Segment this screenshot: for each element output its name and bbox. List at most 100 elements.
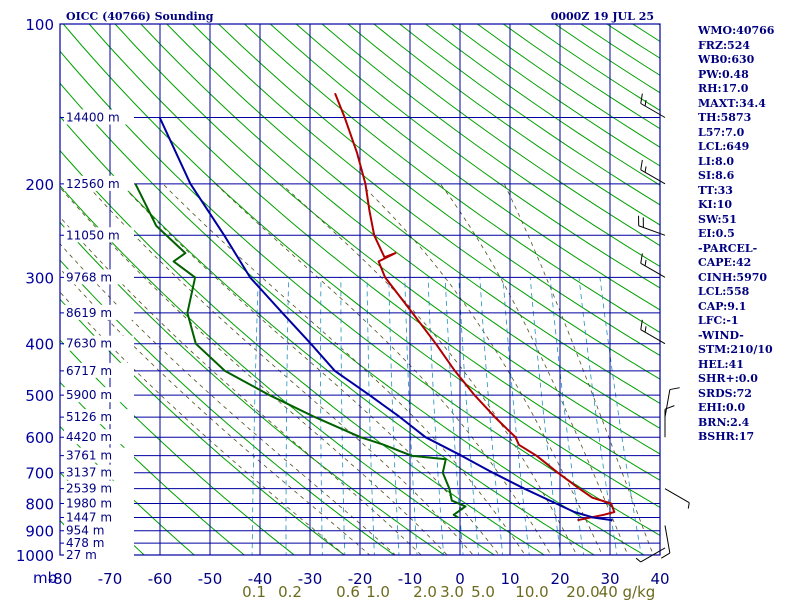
mixing-ratio-label: 2.0	[413, 583, 437, 600]
pressure-tick-label: 700	[25, 465, 54, 483]
pressure-tick-label: 200	[25, 176, 54, 194]
height-label: 478 m	[66, 536, 104, 550]
temperature-tick-label: 0	[455, 570, 465, 588]
sounding-index: PW:0.48	[698, 67, 749, 81]
pressure-tick-label: 600	[25, 429, 54, 447]
mixing-ratio-line	[340, 277, 346, 555]
temperature-tick-label: -30	[298, 570, 323, 588]
mixing-ratio-line	[529, 277, 562, 555]
pressure-tick-label: 900	[25, 523, 54, 541]
height-label-bg	[64, 269, 134, 285]
mixing-ratio-line	[578, 277, 618, 555]
sounding-index: -WIND-	[698, 328, 744, 342]
height-label: 954 m	[66, 524, 104, 538]
dry-adiabat-line	[244, 24, 660, 334]
mixing-ratio-label: 3.0	[440, 583, 464, 600]
dry-adiabat-line	[269, 24, 660, 311]
height-label-bg	[64, 464, 134, 480]
height-label: 2539 m	[66, 482, 112, 496]
sounding-index: -PARCEL-	[698, 241, 758, 255]
height-label-bg	[64, 227, 134, 243]
sounding-index: L57:7.0	[698, 125, 745, 139]
mixing-ratio-line	[458, 277, 480, 555]
temperature-tick-label: 40	[650, 570, 669, 588]
dry-adiabat-line	[60, 381, 246, 555]
mixing-ratio-label: 5.0	[471, 583, 495, 600]
temperature-tick-label: -60	[148, 570, 173, 588]
height-label-bg	[64, 304, 134, 320]
mixing-ratio-line	[366, 277, 375, 555]
dry-adiabat-line	[192, 24, 660, 380]
mixing-ratio-label: 0.2	[278, 583, 302, 600]
mixing-ratio-line	[320, 277, 323, 555]
height-label-bg	[64, 522, 134, 538]
height-label-bg	[64, 480, 134, 496]
mixing-ratio-label: 10.0	[515, 583, 548, 600]
mixing-ratio-label: 40 g/kg	[599, 583, 656, 600]
sounding-index: CAP:9.1	[698, 299, 747, 313]
pressure-tick-label: 800	[25, 496, 54, 514]
height-label: 5900 m	[66, 388, 112, 402]
mixing-ratio-label: 0.1	[242, 583, 266, 600]
temperature-tick-label: -20	[348, 570, 373, 588]
moist-adiabat-line	[503, 183, 654, 555]
pressure-tick-label: 100	[25, 16, 54, 34]
wind-barb	[640, 253, 666, 278]
sounding-index: LCL:558	[698, 285, 750, 298]
dry-adiabat-line	[140, 24, 660, 429]
wind-barb	[640, 319, 666, 345]
mixing-ratio-label: 20.0	[566, 583, 599, 600]
temperature-tick-label: -40	[248, 570, 273, 588]
dry-adiabat-line	[60, 185, 496, 555]
wind-barb	[664, 387, 680, 418]
sounding-index: TH:5873	[698, 111, 752, 124]
height-label: 5126 m	[66, 410, 112, 424]
height-label-bg	[64, 429, 134, 445]
height-label-bg	[64, 109, 134, 125]
station-title: OICC (40766) Sounding	[66, 10, 214, 23]
mixing-ratio-line	[404, 277, 418, 555]
sounding-index: EI:0.5	[698, 227, 735, 240]
dry-adiabat-line	[321, 24, 660, 268]
wind-barb	[635, 547, 666, 563]
sounding-time: 0000Z 19 JUL 25	[551, 10, 654, 23]
sounding-index: WMO:40766	[698, 24, 775, 37]
dry-adiabat-line	[60, 425, 196, 555]
sounding-index: LI:8.0	[698, 154, 735, 168]
temperature-tick-label: 10	[500, 570, 519, 588]
sounding-index: SI:8.6	[698, 169, 735, 182]
dry-adiabat-line	[60, 82, 646, 555]
parcel-trace	[158, 117, 613, 522]
height-label-bg	[64, 409, 134, 425]
height-label: 11050 m	[66, 228, 120, 242]
wind-barb	[640, 159, 666, 185]
sounding-index: KI:10	[698, 198, 733, 211]
sounding-index: SW:51	[698, 212, 737, 226]
dry-adiabat-line	[88, 24, 660, 481]
height-label: 8619 m	[66, 306, 112, 320]
mixing-ratio-label: 0.6	[336, 583, 360, 600]
height-label: 12560 m	[66, 177, 120, 191]
mixing-ratio-line	[444, 277, 464, 555]
pressure-tick-label: 500	[25, 387, 54, 405]
sounding-index: LFC:-1	[698, 314, 739, 327]
moist-adiabat-line	[440, 183, 629, 555]
height-label: 6717 m	[66, 364, 112, 378]
sounding-index: BRN:2.4	[698, 415, 750, 429]
wind-barb	[664, 488, 690, 509]
mb-unit-label: mb	[33, 569, 57, 587]
sounding-index: STM:210/10	[698, 343, 773, 356]
sounding-index: WB0:630	[698, 53, 755, 66]
height-label: 3137 m	[66, 466, 112, 480]
moist-adiabat-line	[60, 216, 422, 555]
dewpoint-trace	[134, 183, 467, 519]
sounding-index: CINH:5970	[698, 270, 768, 284]
sounding-index: SRDS:72	[698, 386, 752, 400]
height-label-bg	[64, 547, 134, 562]
moist-adiabat-line	[85, 183, 474, 555]
sounding-index: BSHR:17	[698, 430, 755, 443]
sounding-index: RH:17.0	[698, 82, 749, 95]
height-label: 1980 m	[66, 497, 112, 511]
height-label: 9768 m	[66, 270, 112, 284]
dry-adiabat-line	[60, 115, 596, 555]
